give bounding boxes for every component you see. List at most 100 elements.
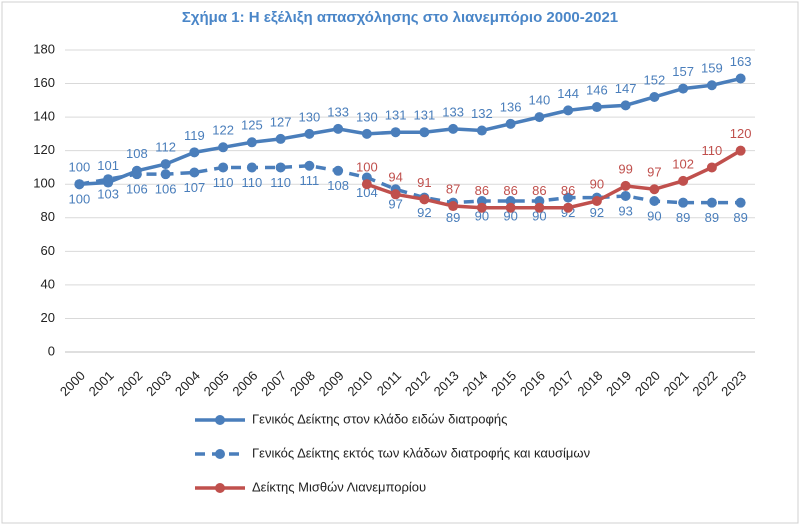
data-label: 122 (212, 123, 234, 138)
data-label: 110 (702, 143, 723, 158)
data-label: 130 (356, 109, 378, 124)
series-marker (735, 197, 746, 208)
series-marker (534, 202, 545, 213)
series-marker (678, 83, 689, 94)
data-label: 133 (327, 104, 349, 119)
data-label: 90 (503, 208, 517, 223)
y-tick-label: 180 (33, 41, 55, 56)
y-tick-label: 40 (41, 276, 55, 291)
data-label: 89 (676, 210, 690, 225)
data-label: 106 (155, 182, 177, 197)
data-label: 112 (155, 140, 176, 155)
data-label: 89 (446, 210, 460, 225)
data-label: 144 (557, 86, 579, 101)
series-marker (620, 180, 631, 191)
data-label: 147 (615, 81, 637, 96)
series-marker (419, 127, 430, 138)
data-label: 90 (647, 208, 661, 223)
series-marker (706, 162, 717, 173)
data-label: 119 (184, 128, 205, 143)
series-marker (649, 196, 660, 206)
series-marker (189, 167, 200, 178)
series-marker (390, 127, 401, 138)
y-tick-label: 100 (33, 176, 55, 191)
series-marker (448, 201, 459, 212)
series-marker (505, 118, 516, 129)
series-marker (218, 142, 229, 153)
data-label: 127 (270, 114, 292, 129)
data-label: 93 (618, 203, 632, 218)
series-marker (476, 125, 487, 136)
data-label: 130 (299, 109, 321, 124)
data-label: 125 (241, 118, 263, 133)
series-marker (160, 169, 171, 180)
data-label: 87 (446, 181, 460, 196)
series-marker (735, 73, 746, 84)
data-label: 131 (414, 108, 436, 123)
y-tick-label: 80 (41, 209, 55, 224)
series-marker (333, 123, 344, 134)
y-tick-label: 120 (33, 142, 55, 157)
series-marker (620, 190, 631, 201)
data-label: 133 (442, 104, 464, 119)
data-label: 102 (672, 156, 694, 171)
series-marker (275, 162, 286, 173)
series-marker (706, 80, 717, 91)
data-label: 91 (417, 175, 431, 190)
data-label: 159 (701, 61, 723, 76)
data-label: 89 (733, 210, 747, 225)
series-marker (419, 194, 430, 205)
data-label: 110 (270, 175, 291, 190)
series-marker (103, 174, 114, 185)
series-marker (160, 159, 171, 170)
y-tick-label: 160 (33, 75, 55, 90)
data-label: 163 (730, 54, 752, 69)
data-label: 111 (299, 173, 319, 188)
data-label: 90 (590, 176, 604, 191)
series-marker (591, 102, 602, 113)
y-tick-label: 0 (48, 343, 55, 358)
data-label: 132 (471, 106, 493, 121)
data-label: 108 (126, 146, 148, 161)
series-marker (448, 123, 459, 134)
series-marker (476, 202, 487, 213)
data-label: 152 (644, 72, 666, 87)
series-marker (333, 165, 344, 176)
data-label: 140 (529, 93, 551, 108)
y-tick-label: 60 (41, 243, 55, 258)
data-label: 103 (97, 187, 119, 202)
data-label: 92 (417, 205, 431, 220)
series-marker (390, 189, 401, 200)
series-marker (246, 137, 257, 148)
data-label: 97 (647, 165, 661, 180)
legend-marker (215, 483, 225, 493)
data-label: 107 (184, 180, 206, 195)
series-marker (304, 128, 315, 139)
data-label: 90 (475, 208, 489, 223)
series-marker (649, 184, 660, 195)
data-label: 100 (356, 160, 378, 175)
data-label: 106 (126, 182, 148, 197)
series-marker (735, 145, 746, 156)
series-marker (563, 192, 574, 203)
series-marker (275, 133, 286, 144)
series-marker (534, 112, 545, 123)
data-label: 86 (532, 183, 546, 198)
data-label: 120 (730, 126, 752, 141)
data-label: 92 (590, 205, 604, 220)
series-marker (678, 197, 689, 208)
series-marker (678, 175, 689, 186)
series-marker (218, 162, 229, 173)
data-label: 104 (356, 185, 378, 200)
legend-marker (215, 415, 225, 425)
series-marker (649, 91, 660, 102)
series-marker (361, 128, 372, 139)
legend-marker (215, 449, 225, 459)
legend-label: Γενικός Δείκτης εκτός των κλάδων διατροφ… (252, 445, 590, 460)
chart-title: Σχήμα 1: Η εξέλιξη απασχόλησης στο λιανε… (182, 9, 618, 26)
series-marker (304, 160, 315, 171)
series-marker (74, 179, 85, 190)
data-label: 90 (532, 208, 546, 223)
